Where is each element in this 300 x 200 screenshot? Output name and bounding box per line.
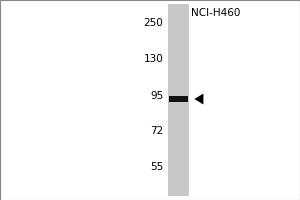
Text: 72: 72: [150, 126, 164, 136]
Polygon shape: [194, 94, 203, 104]
Bar: [169, 96, 188, 102]
Bar: [168, 4, 189, 196]
Text: 250: 250: [144, 18, 164, 28]
Text: 55: 55: [150, 162, 164, 172]
Text: 95: 95: [150, 91, 164, 101]
Text: 130: 130: [144, 54, 164, 64]
Text: NCI-H460: NCI-H460: [191, 8, 241, 18]
